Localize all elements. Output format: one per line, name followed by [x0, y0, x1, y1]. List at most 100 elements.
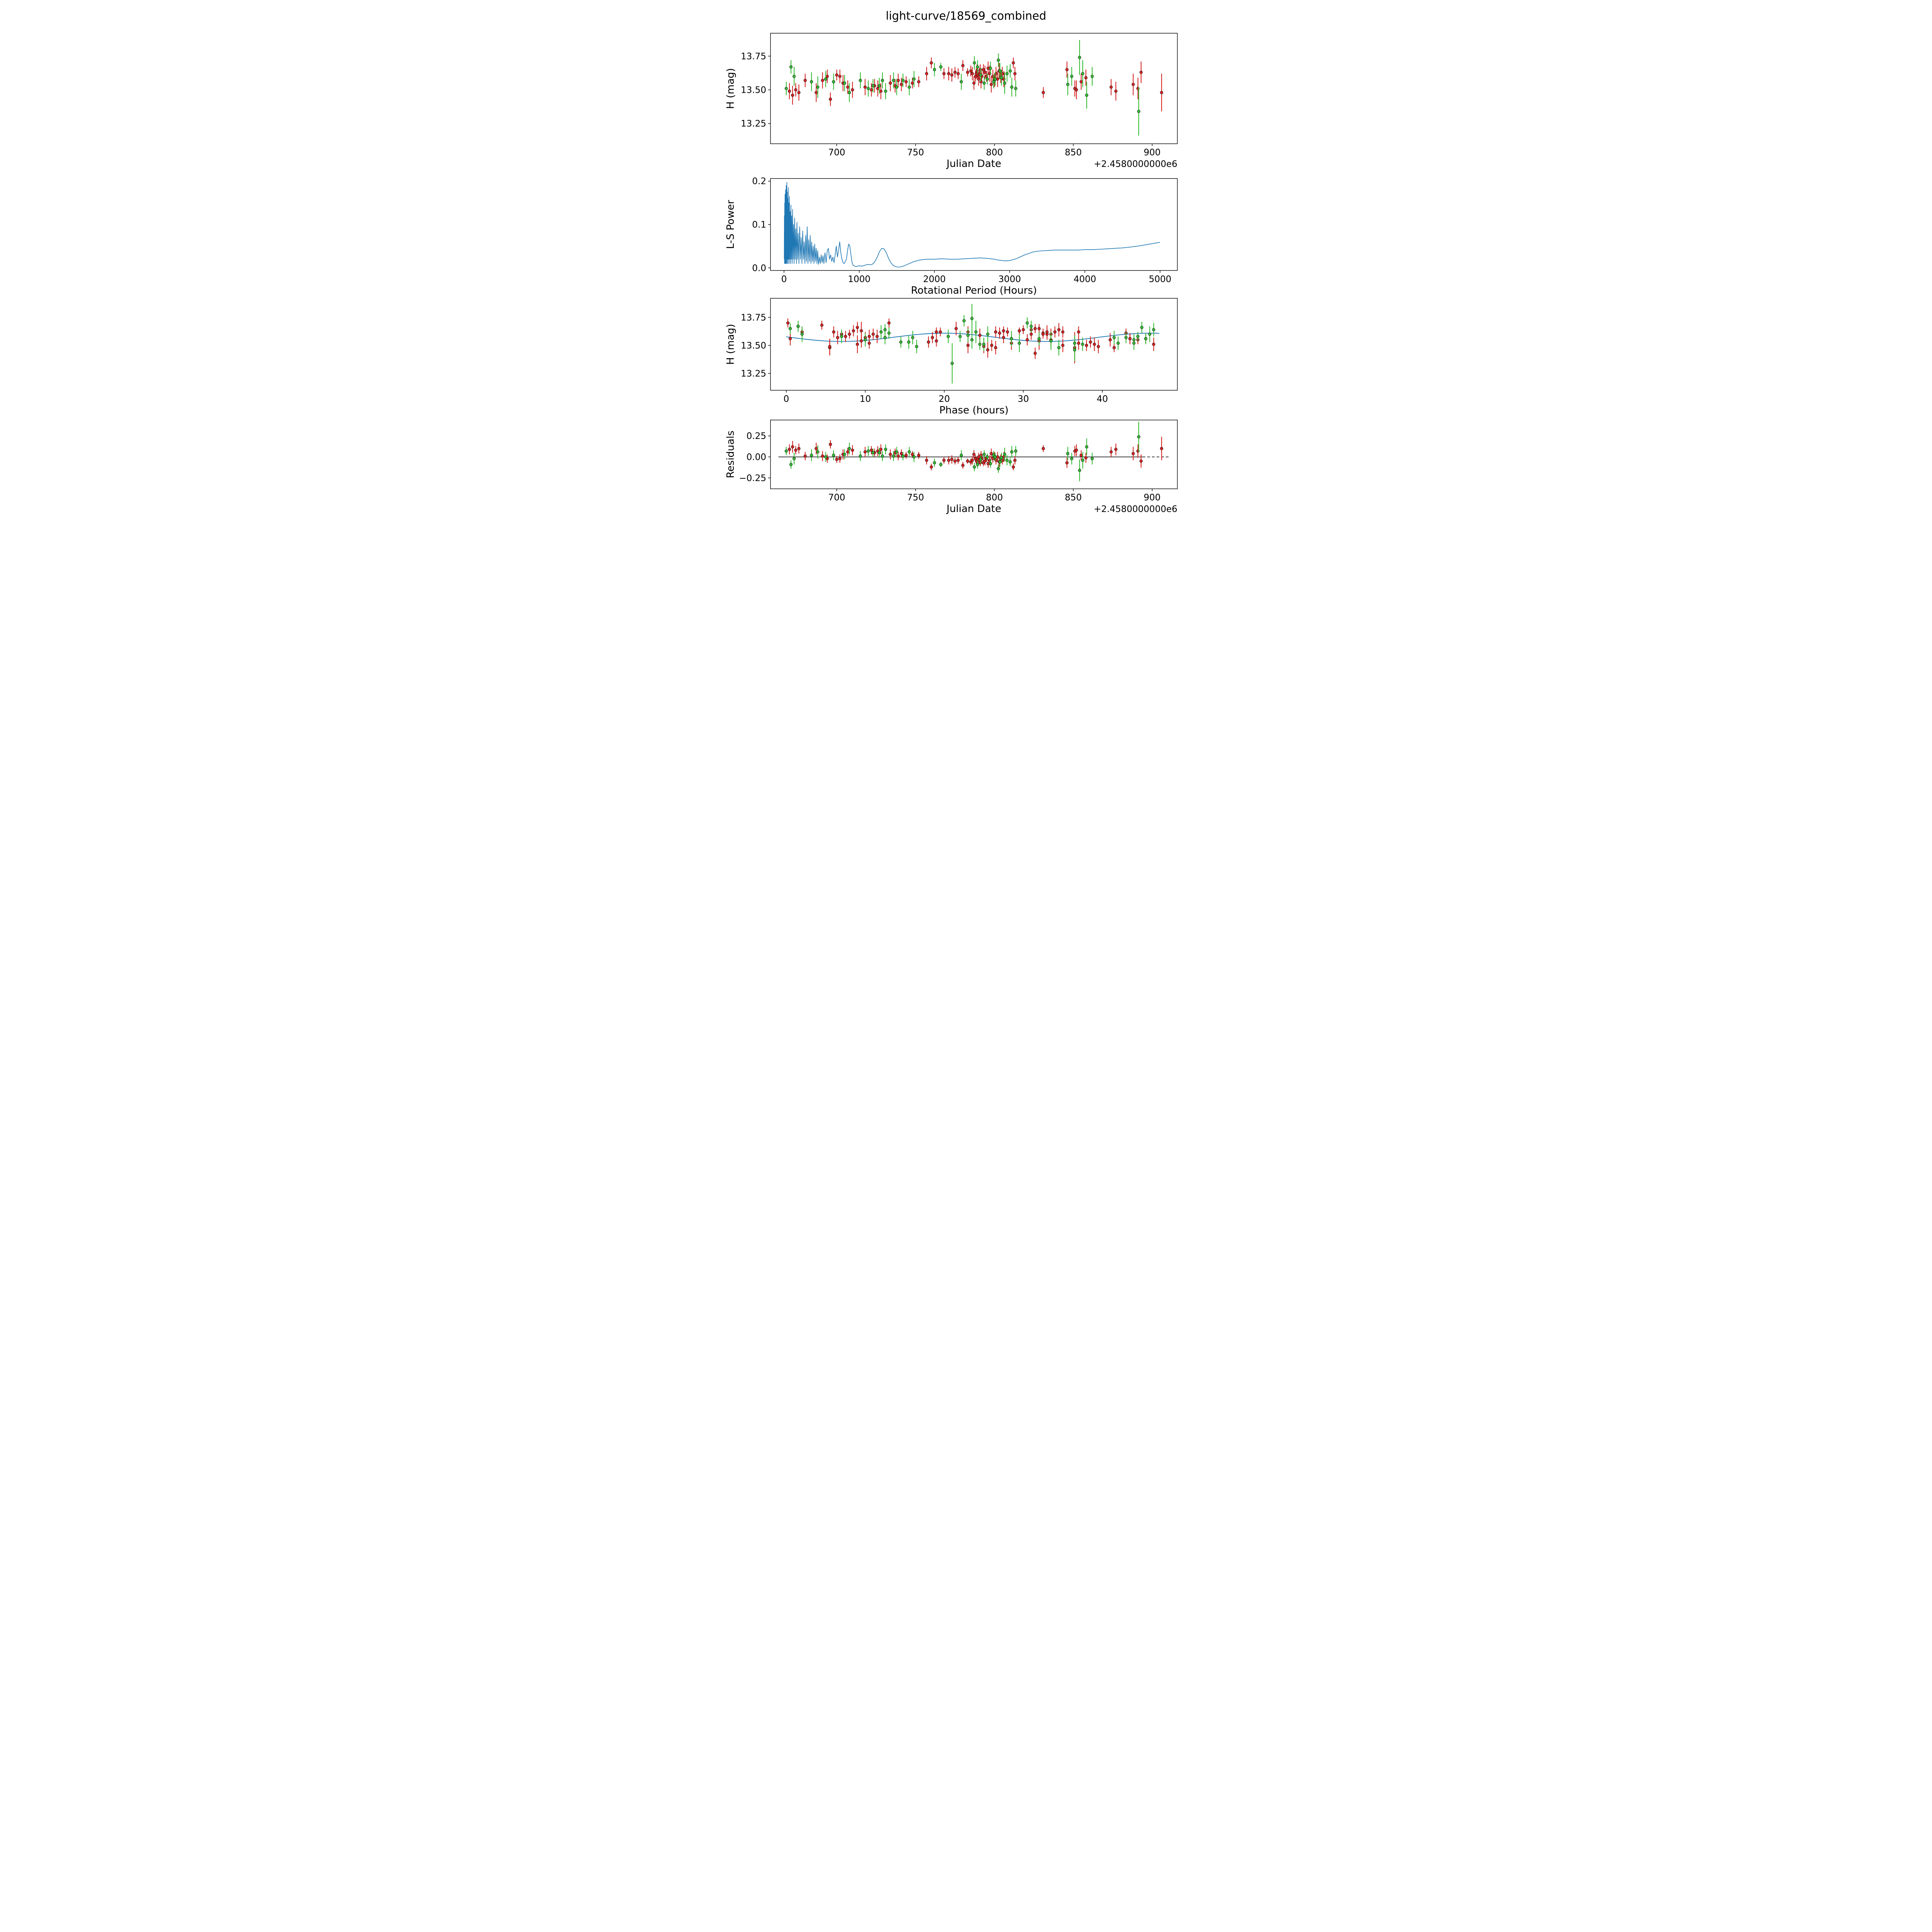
red-data-point [994, 346, 997, 349]
green-data-point [1132, 341, 1136, 345]
green-data-point [887, 331, 891, 335]
red-data-point [1022, 328, 1025, 332]
red-data-point [821, 78, 824, 82]
red-data-point [966, 459, 969, 463]
green-data-point [901, 454, 905, 458]
red-data-point [851, 88, 854, 92]
red-data-point [925, 459, 929, 462]
x-tick-label: 1000 [848, 274, 871, 284]
x-axis-label: Julian Date [946, 503, 1001, 515]
red-data-point [1037, 327, 1041, 330]
green-data-point [884, 447, 888, 451]
green-data-point [883, 328, 887, 332]
x-tick-label: 0 [784, 394, 789, 404]
red-data-point [956, 72, 960, 75]
red-data-point [969, 69, 973, 73]
red-data-point [917, 454, 920, 457]
y-tick-label: 13.25 [741, 369, 766, 379]
green-data-point [796, 325, 800, 328]
red-data-point [1079, 80, 1083, 83]
red-data-point [828, 97, 832, 101]
subplot-residuals: 700 750 800 850 900 −0.25 0.00 0.25 Julian Date +… [725, 420, 1178, 515]
green-data-point [959, 80, 963, 83]
red-data-point [954, 327, 958, 330]
green-data-point [1144, 337, 1148, 340]
green-data-point [1090, 75, 1094, 78]
red-data-point [1084, 456, 1088, 459]
green-data-point [989, 66, 992, 70]
red-data-point [1041, 91, 1045, 94]
axis-offset-label: +2.4580000000e6 [1094, 504, 1177, 514]
red-data-point [836, 336, 839, 339]
green-data-point [824, 455, 827, 459]
red-data-point [956, 459, 960, 462]
green-data-point [976, 463, 979, 466]
green-data-point [878, 451, 881, 454]
green-data-point [979, 457, 983, 461]
red-data-point [855, 342, 859, 346]
green-data-point [982, 81, 986, 85]
red-data-point [791, 445, 794, 449]
red-data-point [832, 330, 835, 334]
y-tick-label: 0.00 [747, 452, 766, 463]
x-tick-label: 2000 [923, 274, 946, 284]
green-data-point [1005, 72, 1009, 75]
green-data-point [1066, 83, 1070, 86]
x-tick-label: 750 [907, 493, 924, 503]
x-tick-label: 850 [1065, 493, 1082, 503]
green-data-point [992, 80, 995, 83]
red-data-point [1013, 72, 1017, 75]
red-data-point [1109, 85, 1113, 89]
green-data-point [1029, 325, 1033, 328]
red-data-point [867, 335, 871, 338]
green-data-point [908, 450, 911, 454]
green-data-point [1081, 342, 1084, 346]
red-data-point [935, 339, 938, 343]
green-data-point [864, 338, 867, 342]
green-data-point [895, 450, 898, 454]
green-data-point [978, 342, 981, 346]
red-data-point [950, 457, 954, 461]
red-data-point [789, 337, 792, 340]
red-data-point [797, 91, 801, 94]
x-axis-label: Rotational Period (Hours) [911, 285, 1037, 296]
red-data-point [994, 330, 997, 334]
red-data-point [966, 344, 970, 347]
red-data-point [900, 452, 903, 455]
green-data-point [1140, 326, 1144, 329]
red-data-point [935, 330, 938, 334]
red-data-point [930, 465, 933, 469]
green-data-point [1070, 75, 1073, 78]
green-data-point [1085, 445, 1088, 449]
y-axis-label: H (mag) [725, 68, 736, 109]
red-data-point [1033, 352, 1037, 355]
y-tick-label: 0.25 [747, 431, 766, 441]
x-tick-label: 800 [986, 148, 1003, 158]
red-data-point [1065, 461, 1069, 464]
y-tick-label: 13.50 [741, 85, 766, 95]
red-data-point [930, 61, 933, 65]
red-data-point [971, 459, 974, 462]
red-data-point [787, 447, 791, 451]
red-data-point [986, 348, 990, 352]
red-data-point [1079, 454, 1083, 457]
red-data-point [1160, 447, 1163, 450]
red-data-point [870, 88, 873, 92]
green-data-point [993, 77, 997, 81]
red-data-point [787, 89, 791, 93]
red-data-point [887, 321, 891, 325]
green-data-point [789, 463, 793, 466]
x-tick-label: 20 [939, 394, 950, 404]
green-data-point [976, 65, 979, 69]
red-data-point [1012, 61, 1015, 65]
sinusoid-fit-curve [786, 333, 1160, 342]
green-data-point [847, 91, 851, 94]
red-data-point [848, 332, 851, 336]
red-data-point [971, 72, 974, 75]
red-data-point [931, 336, 934, 339]
green-data-point [1005, 459, 1009, 462]
red-data-point [835, 73, 838, 77]
y-tick-label: 13.75 [741, 313, 766, 323]
green-data-point [933, 68, 936, 71]
green-data-point [1078, 469, 1082, 472]
